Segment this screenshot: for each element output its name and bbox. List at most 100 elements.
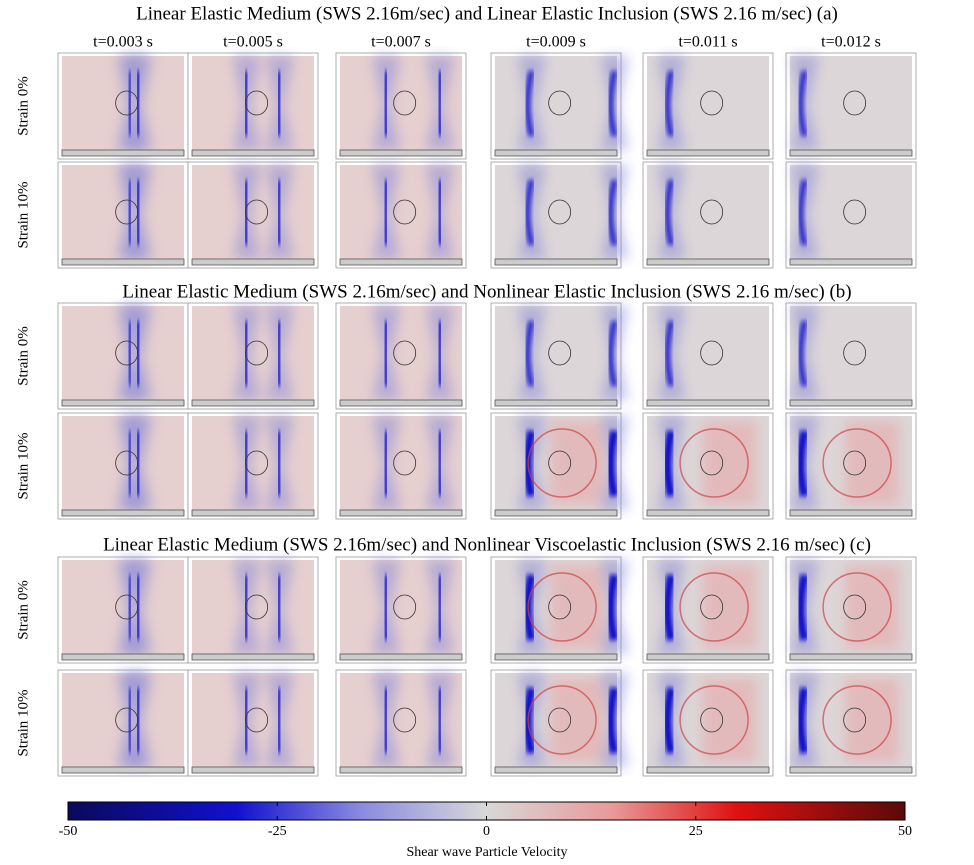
- simulation-panel: [57, 412, 189, 520]
- inclusion: [245, 199, 269, 225]
- panel-base: [494, 766, 618, 774]
- wave-halo: [790, 165, 819, 259]
- panel-base: [494, 509, 618, 517]
- wave-halo: [657, 165, 686, 259]
- time-label: t=0.012 s: [821, 34, 881, 51]
- inclusion: [843, 340, 867, 366]
- colorbar-tick-label: -50: [59, 824, 78, 839]
- panel-base: [339, 399, 463, 407]
- wave-ring: [679, 572, 749, 642]
- wave-halo: [517, 56, 546, 150]
- colorbar-tick-label: 25: [689, 824, 703, 839]
- inclusion: [245, 594, 269, 620]
- time-label: t=0.011 s: [678, 34, 737, 51]
- colorbar-tick-label: -25: [268, 824, 287, 839]
- inclusion: [115, 340, 139, 366]
- colorbar-label: Shear wave Particle Velocity: [406, 845, 567, 860]
- panel-base: [789, 258, 913, 266]
- simulation-panel: [490, 52, 629, 160]
- wave-halo: [600, 306, 629, 400]
- time-label: t=0.003 s: [93, 34, 153, 51]
- inclusion: [115, 199, 139, 225]
- panel-base: [789, 509, 913, 517]
- simulation-panel: [335, 302, 467, 410]
- panel-base: [191, 766, 315, 774]
- panel-base: [789, 653, 913, 661]
- simulation-panel: [57, 556, 189, 664]
- simulation-panel: [642, 52, 774, 160]
- inclusion: [843, 199, 867, 225]
- simulation-panel: [57, 52, 189, 160]
- simulation-panel: [187, 161, 319, 269]
- panel-base: [61, 766, 185, 774]
- inclusion: [115, 450, 139, 476]
- panel-base: [646, 149, 770, 157]
- wave-front: [276, 179, 283, 246]
- panel-base: [191, 509, 315, 517]
- simulation-panel: [642, 302, 774, 410]
- wave-front: [525, 179, 535, 246]
- inclusion: [700, 90, 724, 116]
- inclusion: [843, 707, 867, 733]
- simulation-panel: [187, 412, 319, 520]
- panel-base: [494, 258, 618, 266]
- wave-front: [664, 70, 674, 137]
- wave-front: [608, 320, 617, 387]
- simulation-panel: [642, 669, 774, 777]
- simulation-panel: [490, 412, 629, 520]
- simulation-panel: [187, 302, 319, 410]
- wave-ring: [679, 685, 749, 755]
- inclusion: [548, 450, 572, 476]
- wave-front: [798, 179, 808, 246]
- wave-front: [796, 686, 810, 755]
- panel-base: [789, 149, 913, 157]
- inclusion: [700, 450, 724, 476]
- panel-base: [61, 258, 185, 266]
- simulation-panel: [187, 556, 319, 664]
- simulation-panel: [490, 556, 629, 664]
- wave-ring: [679, 428, 749, 498]
- strain-label: Strain 10%: [15, 689, 31, 756]
- inclusion: [115, 90, 139, 116]
- strain-label: Strain 10%: [15, 432, 31, 499]
- wave-front: [436, 179, 443, 246]
- panel-base: [789, 766, 913, 774]
- wave-front: [382, 179, 389, 246]
- wave-front: [436, 320, 443, 387]
- wave-front: [662, 686, 676, 755]
- inclusion: [245, 450, 269, 476]
- section-title: Linear Elastic Medium (SWS 2.16m/sec) an…: [122, 281, 851, 302]
- inclusion: [245, 90, 269, 116]
- panel-base: [191, 149, 315, 157]
- simulation-panel: [187, 52, 319, 160]
- simulation-panel: [335, 669, 467, 777]
- wave-ring: [527, 685, 597, 755]
- wave-front: [525, 70, 535, 137]
- wave-front: [796, 429, 810, 498]
- inclusion: [700, 707, 724, 733]
- inclusion: [245, 707, 269, 733]
- colorbar-tick-label: 50: [898, 824, 912, 839]
- wave-front: [798, 320, 808, 387]
- wave-front: [436, 430, 443, 497]
- panel-base: [61, 653, 185, 661]
- strain-label: Strain 10%: [15, 181, 31, 248]
- wave-ring: [822, 685, 892, 755]
- panel-base: [789, 399, 913, 407]
- wave-front: [382, 320, 389, 387]
- section-title: Linear Elastic Medium (SWS 2.16m/sec) an…: [103, 534, 871, 555]
- wave-front: [662, 573, 676, 642]
- wave-front: [606, 573, 619, 642]
- wave-halo: [600, 165, 629, 259]
- time-label: t=0.009 s: [526, 34, 586, 51]
- simulation-panel: [335, 556, 467, 664]
- colorbar-tick-label: 0: [483, 824, 490, 839]
- simulation-panel: [785, 556, 917, 664]
- simulation-panel: [490, 669, 629, 777]
- inclusion: [548, 594, 572, 620]
- simulation-panel: [785, 669, 917, 777]
- simulation-panel: [335, 52, 467, 160]
- simulation-panel: [57, 669, 189, 777]
- inclusion: [700, 340, 724, 366]
